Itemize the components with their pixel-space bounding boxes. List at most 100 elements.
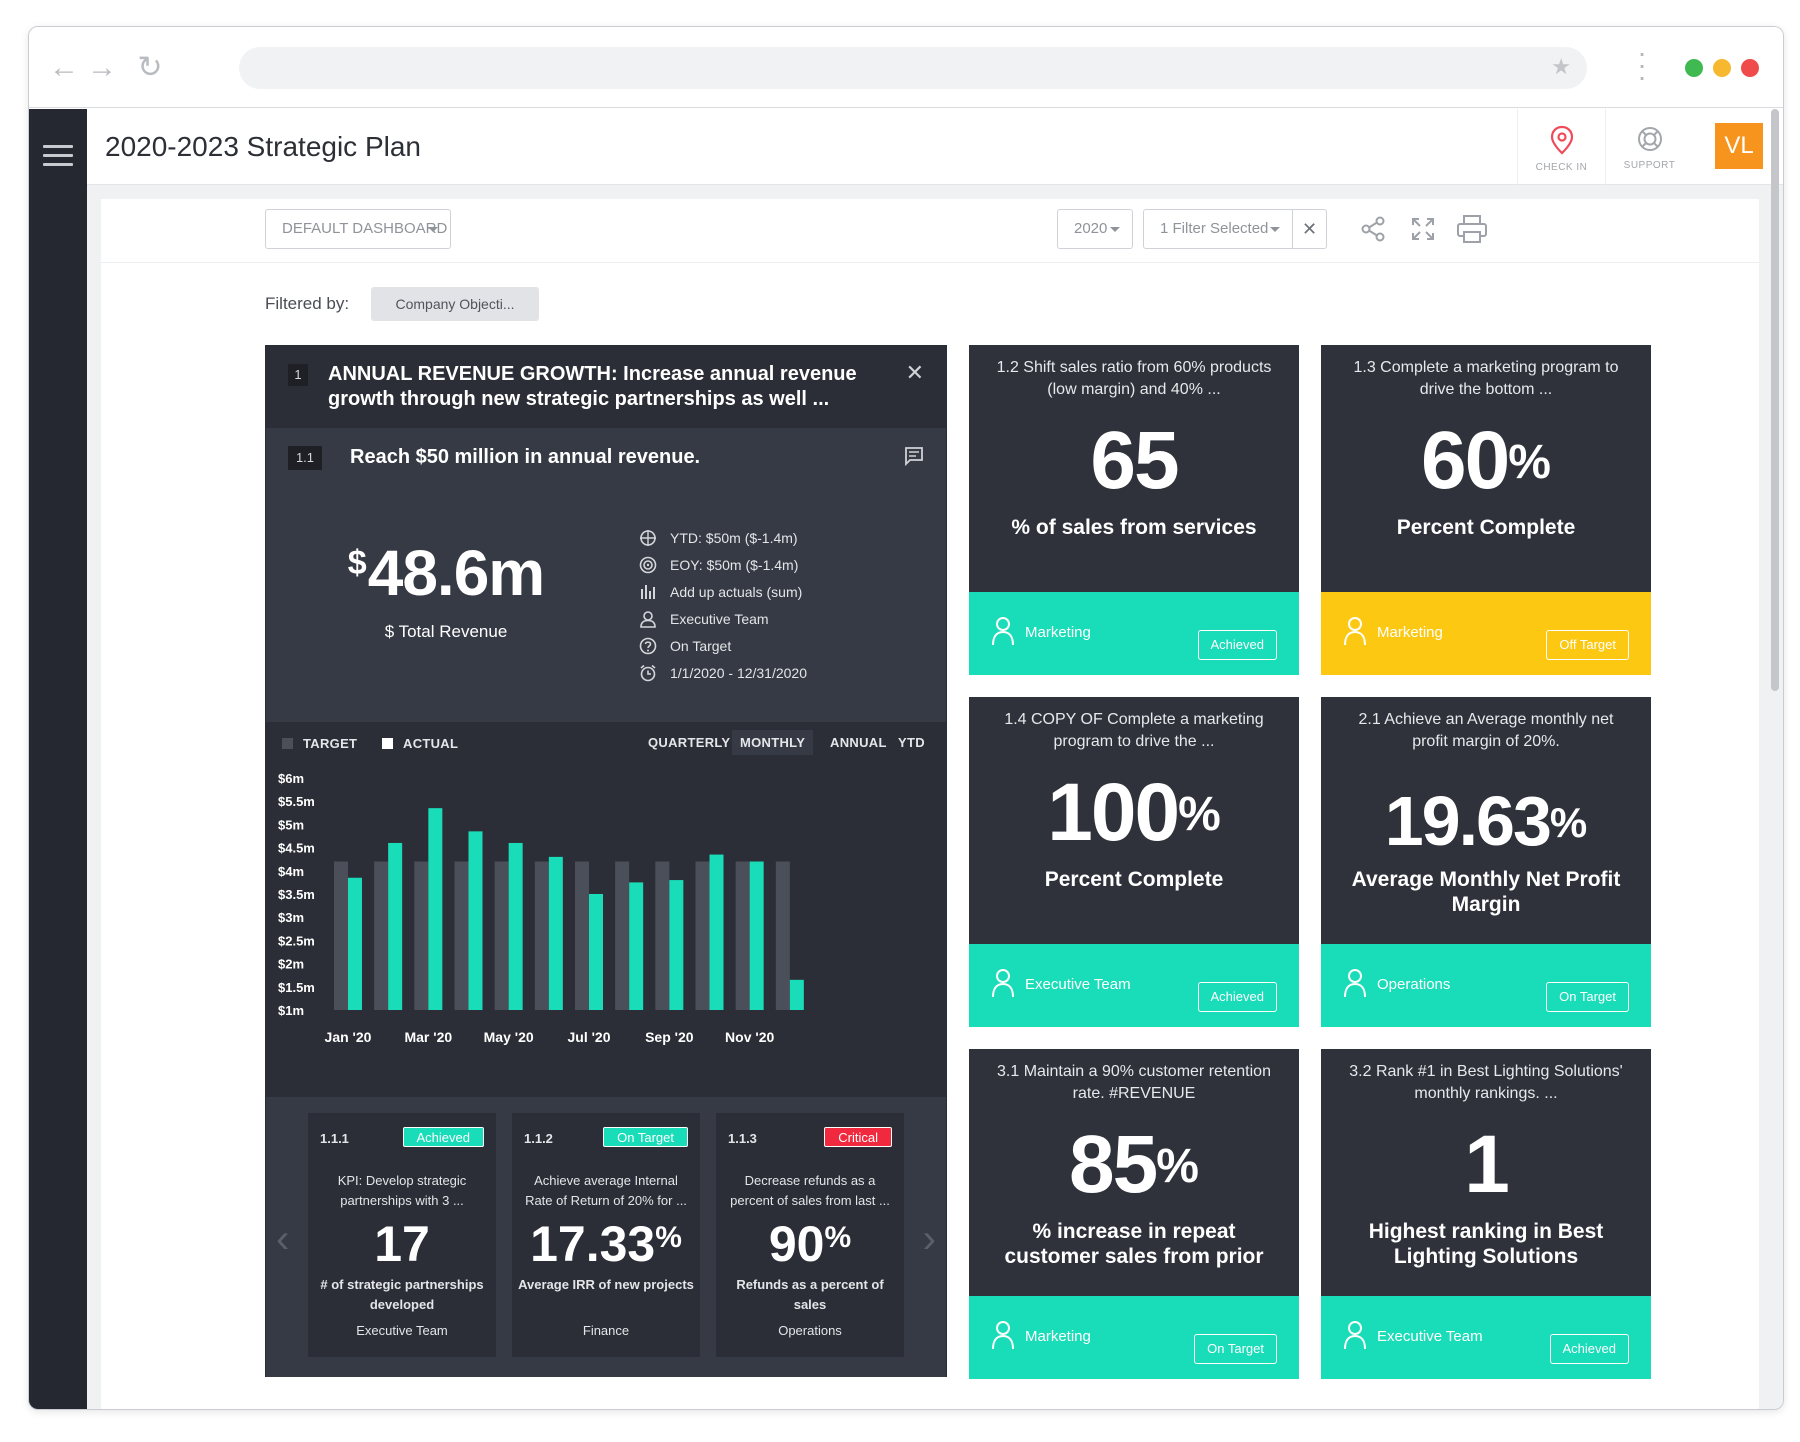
tile-value: 19.63% [1321,781,1651,861]
share-icon[interactable] [1359,215,1387,243]
forward-arrow-icon[interactable]: → [87,51,117,84]
year-select-value: 2020 [1074,220,1108,237]
kpi-description: Decrease refunds as a percent of sales f… [730,1173,890,1208]
period-annual[interactable]: ANNUAL [830,735,887,750]
hamburger-menu-icon[interactable] [43,145,73,167]
close-icon[interactable]: ✕ [905,360,924,385]
user-icon [638,609,658,629]
meta-ytd: YTD: $50m ($-1.4m) [638,524,807,551]
actual-bar [348,877,362,1010]
filter-chip[interactable]: Company Objecti... [371,287,539,321]
status-badge: Achieved [402,1127,484,1147]
filter-select[interactable]: 1 Filter Selected [1143,209,1293,249]
status-badge[interactable]: Achieved [1197,982,1277,1012]
comment-icon[interactable] [904,446,924,466]
total-revenue-label: $ Total Revenue [384,622,508,641]
y-tick-label: $4.5m [278,841,315,856]
kpi-value-unit: % [824,1221,852,1254]
kpi-value: 90% [716,1215,904,1273]
meta-status: On Target [638,632,807,659]
legend-swatch-target [282,738,293,749]
clear-filter-button[interactable]: ✕ [1293,209,1327,249]
alarm-clock-icon [638,663,658,683]
kpi-value-label: # of strategic partnerships developed [320,1277,484,1312]
meta-aggregation-text: Add up actuals (sum) [670,583,803,600]
dashboard-controls: DEFAULT DASHBOARD 2020 1 Filter Selected… [101,199,1759,263]
objective-title[interactable]: ANNUAL REVENUE GROWTH: Increase annual r… [328,363,857,410]
actual-bar [629,882,644,1010]
tile-owner: Executive Team [1025,976,1131,993]
x-tick-label: May '20 [484,1029,534,1045]
status-badge[interactable]: Achieved [1197,630,1277,660]
tile-owner: Operations [1377,976,1451,993]
measure-tile[interactable]: 3.2 Rank #1 in Best Lighting Solutions' … [1321,1049,1651,1379]
status-badge: On Target [603,1127,688,1147]
window-control-green[interactable] [1685,59,1703,77]
legend-target[interactable]: TARGET [282,736,357,751]
tile-title: 3.2 Rank #1 in Best Lighting Solutions' … [1349,1063,1623,1102]
fullscreen-icon[interactable] [1409,215,1437,243]
browser-menu-icon[interactable]: · · · [1637,37,1647,92]
carousel-prev-icon[interactable]: ‹ [276,1217,290,1261]
actual-bar [589,894,603,1010]
x-tick-label: Jul '20 [567,1029,610,1045]
y-tick-label: $5m [278,817,304,832]
person-icon [992,1321,1014,1350]
lifebuoy-icon [1637,127,1662,151]
tile-owner: Marketing [1025,1328,1091,1345]
target-bar [615,861,630,1010]
scrollbar-thumb[interactable] [1771,109,1779,691]
measure-tile[interactable]: 1.4 COPY OF Complete a marketing program… [969,697,1299,1027]
period-ytd[interactable]: YTD [898,735,925,750]
target-bar [735,861,750,1010]
kpi-id: 1.1.3 [728,1131,757,1146]
browser-toolbar: ← → ↻ ★ · · · [29,27,1783,108]
back-arrow-icon[interactable]: ← [49,51,79,84]
objective-card: 1 ANNUAL REVENUE GROWTH: Increase annual… [265,345,947,1377]
check-in-button[interactable]: CHECK IN [1517,109,1605,185]
measure-tile[interactable]: 2.1 Achieve an Average monthly net profi… [1321,697,1651,1027]
status-badge[interactable]: On Target [1546,982,1629,1012]
year-select[interactable]: 2020 [1057,209,1133,249]
revenue-chart-panel: TARGET ACTUAL QUARTERLY MONTHLY ANNUAL Y… [266,722,946,1097]
dashboard-select[interactable]: DEFAULT DASHBOARD [265,209,451,249]
page-title: 2020-2023 Strategic Plan [105,131,421,162]
x-tick-label: Mar '20 [404,1029,452,1045]
period-quarterly[interactable]: QUARTERLY [648,735,731,750]
kpi-card[interactable]: 1.1.2 On Target Achieve average Internal… [512,1113,700,1357]
user-avatar[interactable]: VL [1715,123,1763,169]
window-control-yellow[interactable] [1713,59,1731,77]
kpi-value-number: 90 [768,1216,825,1272]
tile-value-number: 85 [1069,1119,1158,1210]
kpi-card[interactable]: 1.1.1 Achieved KPI: Develop strategic pa… [308,1113,496,1357]
check-in-label: CHECK IN [1535,162,1588,173]
kpi-owner: Executive Team [356,1323,448,1338]
print-icon[interactable] [1455,213,1489,245]
page-scrollbar[interactable] [1771,109,1779,1409]
measure-tile[interactable]: 1.2 Shift sales ratio from 60% products … [969,345,1299,675]
reload-icon[interactable]: ↻ [137,51,163,84]
kpi-value: 17.33% [512,1215,700,1273]
measure-title[interactable]: Reach $50 million in annual revenue. [350,446,701,468]
status-badge[interactable]: Achieved [1549,1334,1629,1364]
legend-actual[interactable]: ACTUAL [382,736,458,751]
support-button[interactable]: SUPPORT [1605,109,1693,185]
address-bar[interactable]: ★ [239,47,1587,89]
currency-symbol: $ [347,544,367,582]
period-monthly[interactable]: MONTHLY [732,730,814,755]
target-bar [775,861,790,1010]
measure-tile[interactable]: 1.3 Complete a marketing program to driv… [1321,345,1651,675]
meta-aggregation: Add up actuals (sum) [638,578,807,605]
measure-tile[interactable]: 3.1 Maintain a 90% customer retention ra… [969,1049,1299,1379]
tile-label: % increase in repeat customer sales from… [1004,1220,1264,1268]
bookmark-star-icon[interactable]: ★ [1551,54,1571,79]
tile-title: 1.2 Shift sales ratio from 60% products … [996,359,1272,398]
carousel-next-icon[interactable]: › [922,1217,936,1261]
tile-footer: Marketing Off Target [1321,592,1651,675]
bar-chart-icon [638,582,658,602]
status-badge[interactable]: Off Target [1546,630,1629,660]
tile-title: 1.3 Complete a marketing program to driv… [1353,359,1619,398]
status-badge[interactable]: On Target [1194,1334,1277,1364]
kpi-card[interactable]: 1.1.3 Critical Decrease refunds as a per… [716,1113,904,1357]
window-control-red[interactable] [1741,59,1759,77]
